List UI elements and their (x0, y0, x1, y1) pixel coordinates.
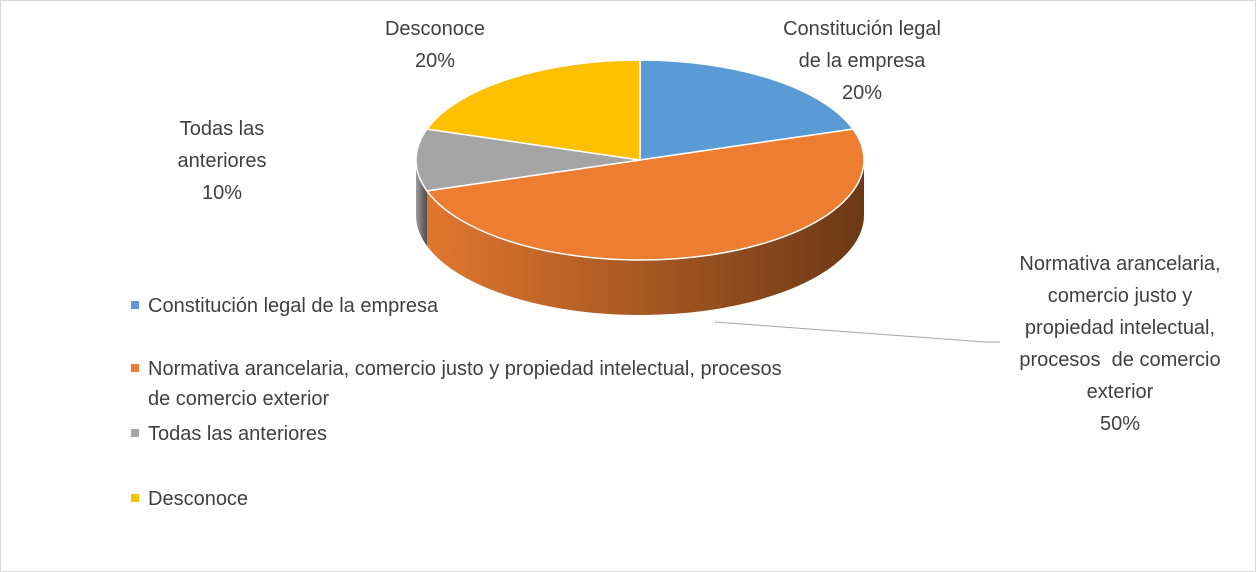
legend-swatch (131, 301, 139, 309)
legend-label: Constitución legal de la empresa (148, 295, 439, 317)
data-label-value: 20% (842, 82, 882, 104)
leader-line (714, 321, 1000, 343)
legend-swatch (131, 364, 139, 372)
slice (639, 59, 855, 161)
data-label-name: Normativa arancelaria, comercio justo y pr… (1019, 253, 1220, 403)
legend-label: Todas las anteriores (148, 423, 327, 445)
data-label-name: Desconoce (385, 18, 485, 40)
legend-swatch (131, 429, 139, 437)
legend-swatch (131, 494, 139, 502)
slice (425, 59, 641, 161)
slice (425, 128, 865, 261)
data-label-value: 10% (202, 182, 242, 204)
legend-label: Desconoce (148, 488, 248, 510)
legend-label: Normativa arancelaria, comercio justo y … (148, 358, 787, 410)
slice-side-shade (426, 160, 864, 315)
data-label-name: Todas las anteriores (178, 118, 267, 172)
slice (415, 128, 641, 192)
data-label-name: Constitución legal de la empresa (783, 18, 941, 72)
data-label-value: 50% (1100, 413, 1140, 435)
slice-side-shade (416, 160, 427, 246)
data-label-value: 20% (415, 50, 455, 72)
